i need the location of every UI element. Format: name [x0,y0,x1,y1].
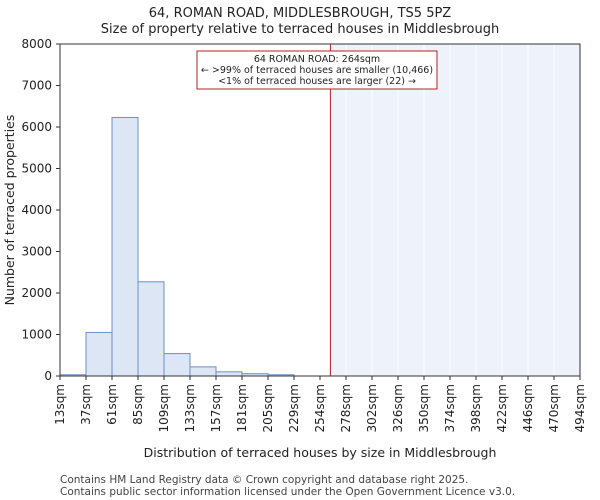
x-tick-label: 205sqm [261,384,275,432]
bar-85sqm [137,281,165,377]
bar-61sqm [111,116,139,377]
x-axis-label: Distribution of terraced houses by size … [144,445,497,460]
bar-157sqm [215,371,243,377]
footer-line-1: Contains HM Land Registry data © Crown c… [60,474,469,486]
x-tick-label: 398sqm [469,384,483,432]
x-tick-label: 13sqm [53,384,67,425]
annotation-line-3: <1% of terraced houses are larger (22) → [218,76,416,87]
y-tick-label: 8000 [21,37,52,51]
x-tick-label: 37sqm [79,384,93,425]
y-tick-label: 0 [44,369,52,383]
y-tick-label: 1000 [21,328,52,342]
chart-title: 64, ROMAN ROAD, MIDDLESBROUGH, TS5 5PZ [148,6,452,21]
x-tick-label: 85sqm [131,384,145,425]
x-tick-label: 302sqm [365,384,379,432]
x-tick-label: 157sqm [209,384,223,432]
annotation-box [196,50,438,90]
x-tick-label: 133sqm [183,384,197,432]
bar-133sqm [189,366,217,377]
annotation-line-2: ← >99% of terraced houses are smaller (1… [201,65,433,76]
x-tick-label: 229sqm [287,384,301,432]
y-tick-label: 3000 [21,245,52,259]
larger-region-shade [330,44,580,376]
x-tick-label: 109sqm [157,384,171,432]
x-tick-label: 494sqm [573,384,587,432]
y-axis-label: Number of terraced properties [2,115,17,306]
x-tick-label: 254sqm [313,384,327,432]
y-tick-label: 4000 [21,203,52,217]
x-tick-label: 278sqm [339,384,353,432]
y-tick-label: 6000 [21,120,52,134]
bar-109sqm [163,353,191,377]
y-tick-label: 5000 [21,162,52,176]
y-tick-label: 2000 [21,286,52,300]
footer-line-2: Contains public sector information licen… [60,486,516,498]
annotation-line-1: 64 ROMAN ROAD: 264sqm [254,54,380,65]
x-tick-label: 181sqm [235,384,249,432]
x-tick-label: 326sqm [391,384,405,432]
chart-subtitle: Size of property relative to terraced ho… [100,22,500,37]
x-tick-label: 374sqm [443,384,457,432]
bar-37sqm [85,331,113,377]
x-tick-label: 446sqm [521,384,535,432]
x-tick-label: 350sqm [417,384,431,432]
x-tick-label: 422sqm [495,384,509,432]
y-tick-label: 7000 [21,79,52,93]
x-tick-label: 470sqm [547,384,561,432]
x-tick-label: 61sqm [105,384,119,425]
